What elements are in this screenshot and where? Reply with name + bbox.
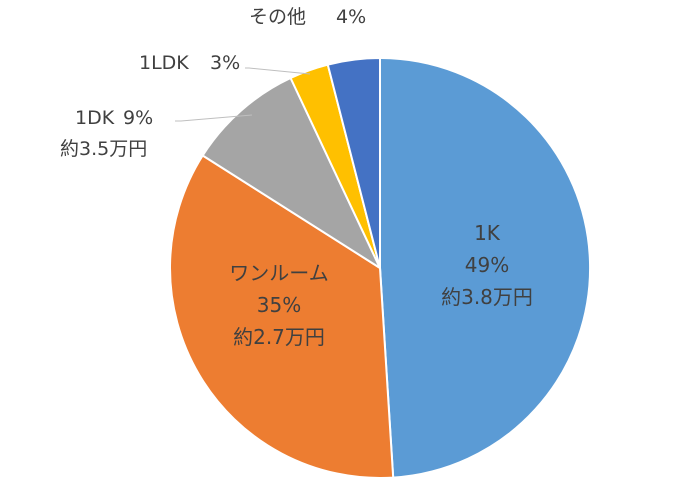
slice-label-other: その他 [249, 6, 306, 28]
data-label-1k: 1K 49% 約3.8万円 [441, 221, 533, 309]
slice-rent-1k: 約3.8万円 [441, 285, 533, 309]
slice-percent-1k: 49% [465, 253, 509, 277]
slice-rent-1dk: 約3.5万円 [60, 138, 147, 160]
leader-lines [175, 67, 311, 122]
slice-label-1k: 1K [474, 221, 501, 245]
slice-percent-1ldk: 3% [210, 52, 240, 74]
data-label-1dk: 1DK 9% 約3.5万円 [60, 107, 153, 160]
pie-slice-1k [379, 57, 592, 479]
data-label-other: その他 4% [249, 6, 366, 28]
leader-line-1ldk [245, 67, 311, 75]
slice-rent-one-room: 約2.7万円 [233, 325, 325, 349]
pie-slice-other [326, 57, 381, 269]
slice-percent-one-room: 35% [257, 293, 301, 317]
data-label-one-room: ワンルーム 35% 約2.7万円 [229, 261, 328, 349]
leader-line-1dk [175, 114, 253, 122]
slice-percent-1dk: 9% [123, 107, 153, 129]
slice-label-1ldk: 1LDK [139, 52, 189, 74]
data-label-1ldk: 1LDK 3% [139, 52, 240, 74]
pie-slices [168, 57, 592, 480]
pie-slice-one-room [168, 154, 395, 480]
slice-label-one-room: ワンルーム [229, 261, 328, 285]
slice-percent-other: 4% [336, 6, 366, 28]
pie-slice-1dk [201, 76, 381, 269]
slice-label-1dk: 1DK [75, 107, 115, 129]
